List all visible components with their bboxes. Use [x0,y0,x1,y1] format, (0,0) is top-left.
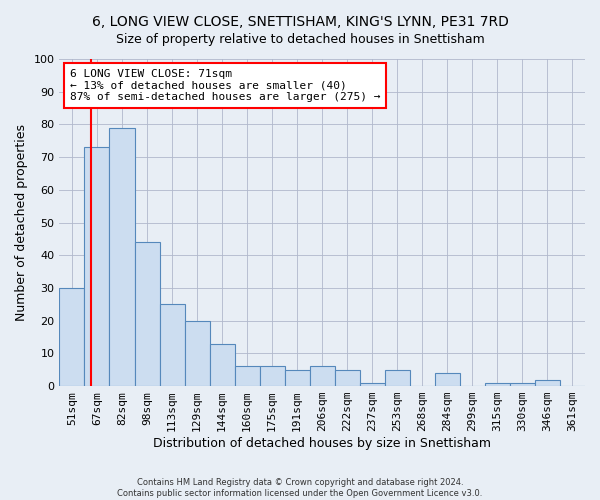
Bar [284,370,310,386]
Bar [209,344,235,386]
X-axis label: Distribution of detached houses by size in Snettisham: Distribution of detached houses by size … [153,437,491,450]
Bar [385,370,410,386]
Bar [310,366,335,386]
Bar [335,370,360,386]
Bar [185,320,209,386]
Text: 6 LONG VIEW CLOSE: 71sqm
← 13% of detached houses are smaller (40)
87% of semi-d: 6 LONG VIEW CLOSE: 71sqm ← 13% of detach… [70,69,380,102]
Bar [109,128,134,386]
Bar [260,366,284,386]
Bar [435,373,460,386]
Bar [485,383,510,386]
Bar [360,383,385,386]
Y-axis label: Number of detached properties: Number of detached properties [15,124,28,321]
Bar [134,242,160,386]
Text: Size of property relative to detached houses in Snettisham: Size of property relative to detached ho… [116,32,484,46]
Text: 6, LONG VIEW CLOSE, SNETTISHAM, KING'S LYNN, PE31 7RD: 6, LONG VIEW CLOSE, SNETTISHAM, KING'S L… [92,15,508,29]
Bar [85,148,109,386]
Bar [59,288,85,386]
Bar [160,304,185,386]
Bar [235,366,260,386]
Bar [510,383,535,386]
Text: Contains HM Land Registry data © Crown copyright and database right 2024.
Contai: Contains HM Land Registry data © Crown c… [118,478,482,498]
Bar [535,380,560,386]
